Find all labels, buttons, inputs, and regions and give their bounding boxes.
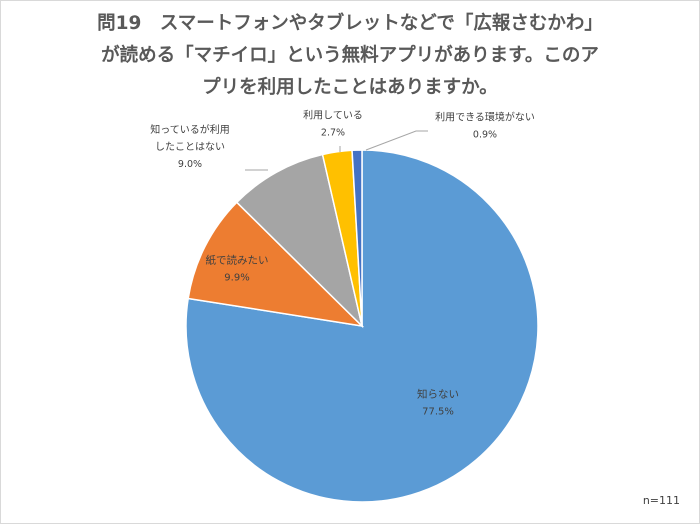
chart-title: 問19 スマートフォンやタブレットなどで「広報さむかわ」 が読める「マチイロ」と… [0,8,700,104]
slice-category-label: 利用している [303,110,363,122]
pie-slices [185,149,539,503]
slice-category-label: 利用できる環境がない [435,111,535,124]
slice-value-label: 2.7% [321,128,345,139]
pie-slice [235,153,364,329]
slice-value-label: 9.9% [224,273,249,284]
title-line-2: が読める「マチイロ」という無料アプリがあります。このア [101,45,599,66]
slice-value-label: 9.0% [178,159,202,170]
slice-value-label: 77.5% [422,407,454,418]
pie-slice [351,149,363,327]
slice-category-label: 紙で読みたい [206,254,269,267]
leader-line [365,130,428,151]
title-line-3: プリを利用したことはありますか。 [202,77,498,98]
slice-labels: 知らない 77.5% 紙で読みたい 9.9% 知っているが利用したことはない 9.0% 利用… [150,110,535,418]
sample-size-label: n=111 [642,494,680,507]
title-line-1: 問19 スマートフォンやタブレットなどで「広報さむかわ」 [97,13,603,34]
slice-value-label: 0.9% [473,130,497,141]
pie-slice [187,201,365,328]
slice-category-label: 知らない [417,388,459,401]
leader-lines [245,130,428,171]
slice-category-label: 知っているが利用したことはない [150,123,230,153]
